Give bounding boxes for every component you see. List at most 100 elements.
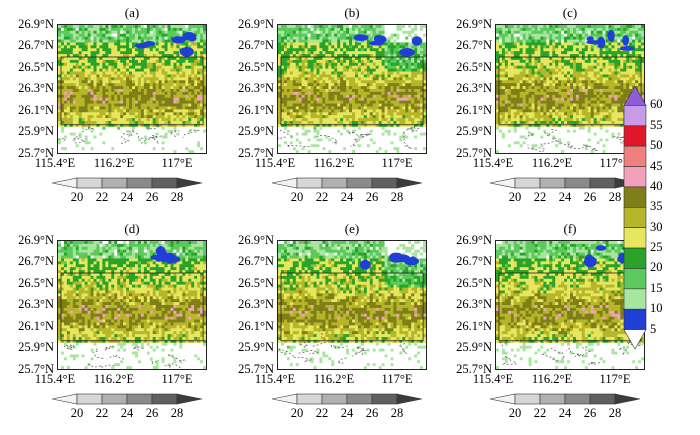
field-cell: [417, 100, 421, 104]
field-cell: [111, 39, 115, 43]
field-cell: [369, 86, 374, 90]
field-cell: [393, 25, 397, 29]
field-cell: [501, 30, 506, 35]
field-cell: [286, 150, 291, 153]
field-cell: [399, 144, 403, 148]
field-cell: [322, 141, 326, 145]
field-cell: [179, 141, 183, 145]
field-cell: [191, 141, 195, 145]
field-cell: [182, 30, 186, 35]
field-cell: [58, 39, 62, 43]
field-cell: [278, 109, 282, 113]
field-cell: [387, 27, 391, 32]
field-cell: [143, 91, 148, 96]
field-cell: [114, 33, 118, 38]
field-cell: [417, 106, 421, 110]
field-cell: [316, 121, 320, 125]
field-cell: [498, 51, 503, 55]
field-cell: [134, 91, 139, 96]
field-cell: [280, 65, 285, 70]
field-cell: [298, 100, 303, 104]
field-cell: [590, 48, 595, 52]
field-cell: [173, 129, 177, 134]
field-cell: [357, 106, 362, 110]
field-cell: [167, 39, 171, 43]
contour-line: [144, 121, 167, 130]
field-cell: [137, 71, 142, 75]
field-cell: [411, 97, 415, 102]
field-cell: [605, 33, 609, 38]
field-cell: [375, 27, 380, 32]
field-cell: [423, 42, 426, 46]
field-cell: [146, 91, 151, 96]
field-cell: [390, 36, 394, 40]
field-cell: [423, 80, 426, 84]
field-cell: [363, 57, 368, 61]
field-cell: [540, 45, 544, 49]
field-cell: [369, 33, 374, 38]
field-cell: [60, 123, 65, 128]
field-cell: [328, 89, 332, 93]
field-cell: [307, 30, 311, 35]
field-cell: [357, 42, 362, 46]
field-cell: [200, 59, 204, 64]
field-cell: [286, 27, 291, 32]
field-cell: [149, 83, 154, 87]
field-cell: [289, 109, 294, 113]
field-cell: [146, 100, 151, 104]
lat-tick-label: 25.7°N: [18, 145, 54, 160]
field-cell: [572, 42, 577, 46]
field-cell: [420, 89, 424, 93]
field-cell: [537, 36, 541, 40]
field-cell: [352, 33, 356, 38]
field-cell: [63, 126, 68, 131]
field-cell: [375, 97, 380, 102]
field-cell: [90, 51, 94, 55]
field-cell: [295, 150, 300, 153]
field-cell: [176, 42, 180, 46]
field-cell: [301, 65, 306, 70]
field-cell: [93, 129, 97, 134]
field-cell: [375, 74, 380, 78]
field-cell: [313, 51, 317, 55]
field-cell: [129, 106, 133, 110]
field-cell: [111, 109, 115, 113]
field-cell: [188, 132, 192, 136]
field-cell: [72, 68, 77, 72]
field-cell: [155, 100, 160, 104]
field-cell: [164, 135, 168, 139]
field-cell: [120, 150, 124, 153]
field-cell: [402, 42, 406, 46]
field-cell: [295, 25, 300, 29]
field-cell: [143, 106, 148, 110]
field-cell: [375, 129, 380, 134]
field-cell: [316, 83, 320, 87]
field-cell: [420, 59, 424, 64]
field-cell: [390, 25, 394, 29]
field-cell: [152, 144, 157, 148]
field-cell: [381, 68, 385, 72]
field-cell: [301, 97, 306, 102]
field-cell: [295, 86, 300, 90]
field-cell: [197, 89, 201, 93]
field-cell: [354, 25, 359, 29]
field-cell: [319, 109, 323, 113]
field-cell: [280, 100, 285, 104]
field-cell: [63, 147, 68, 151]
field-cell: [152, 106, 157, 110]
field-cell: [423, 115, 426, 119]
field-cell: [304, 25, 308, 29]
field-cell: [525, 39, 529, 43]
field-cell: [120, 80, 124, 84]
field-cell: [369, 112, 374, 116]
field-cell: [197, 91, 201, 96]
field-cell: [105, 42, 109, 46]
field-cell: [111, 33, 115, 38]
field-cell: [363, 150, 368, 153]
field-cell: [423, 48, 426, 52]
field-cell: [66, 27, 71, 32]
field-cell: [402, 118, 406, 122]
field-cell: [346, 150, 350, 153]
field-cell: [176, 150, 180, 153]
field-cell: [295, 100, 300, 104]
